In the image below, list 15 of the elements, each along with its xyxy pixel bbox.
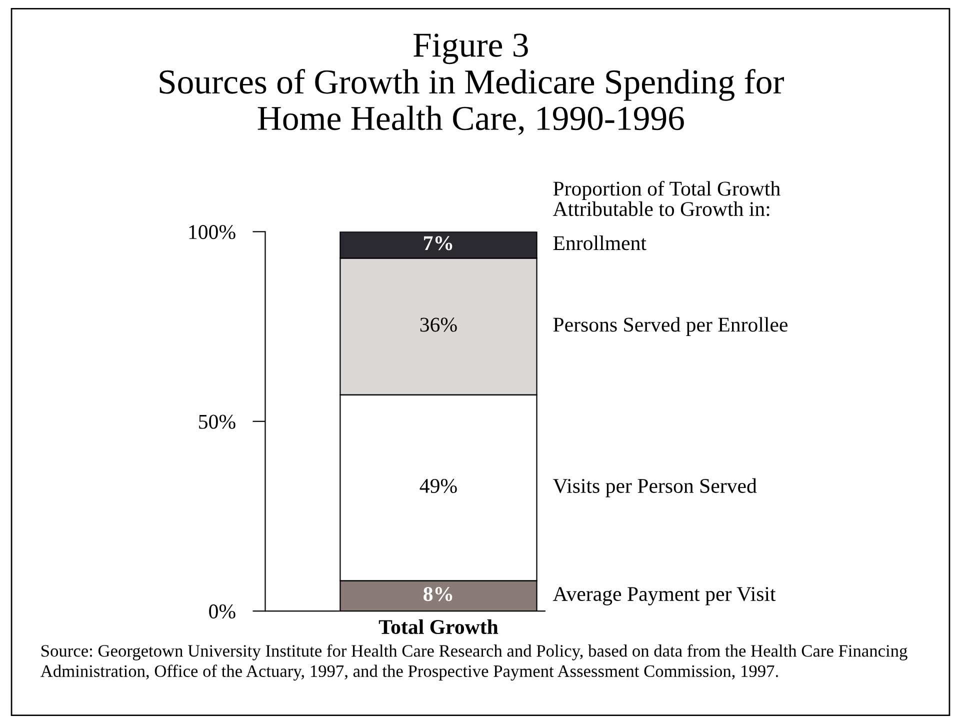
- data-label: 36%: [420, 318, 457, 332]
- y-tick-label: 100%: [189, 225, 236, 240]
- chart-title: Figure 3 Sources of Growth in Medicare Spending for Home Health Care, 1990-1996: [160, 34, 784, 136]
- series-label: Visits per Person Served: [552, 478, 757, 498]
- series-label: Persons Served per Enrollee: [553, 317, 788, 336]
- data-label: 7%: [424, 236, 452, 250]
- series-label: Enrollment: [553, 236, 646, 250]
- legend-title: Proportion of Total Growth Attributable to Growth in:: [552, 180, 780, 216]
- data-label: 49%: [420, 478, 457, 494]
- y-tick-label: 0%: [209, 604, 236, 619]
- y-tick-label: 50%: [199, 414, 236, 429]
- source-note: Source: Georgetown University Institute for Health Care Research and Policy, based on data from the Health Care Financing Administration, Office of the Actuary, 1997, and the Prospective Payment Assessment Commission, 1997.: [40, 644, 908, 681]
- data-label: 8%: [424, 587, 452, 602]
- x-tick-label: Total Growth: [378, 619, 498, 634]
- series-label: Average Payment per Visit: [552, 587, 776, 606]
